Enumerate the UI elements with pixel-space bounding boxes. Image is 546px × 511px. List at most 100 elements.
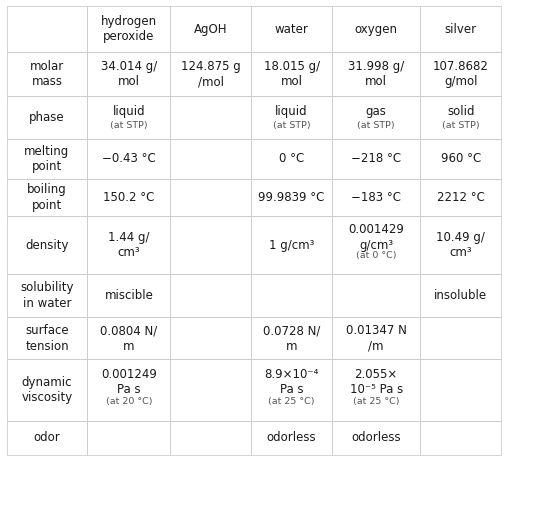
Text: (at 20 °C): (at 20 °C) xyxy=(105,397,152,406)
Text: solid: solid xyxy=(447,105,474,118)
Bar xyxy=(420,359,501,421)
Text: (at STP): (at STP) xyxy=(273,121,310,130)
Bar xyxy=(7,6,87,52)
Text: melting
point: melting point xyxy=(25,145,69,173)
Text: 124.875 g
/mol: 124.875 g /mol xyxy=(181,60,241,88)
Bar xyxy=(170,274,251,317)
Bar xyxy=(7,139,87,179)
Bar xyxy=(87,52,170,96)
Text: 2212 °C: 2212 °C xyxy=(437,191,485,204)
Text: molar
mass: molar mass xyxy=(30,60,64,88)
Bar xyxy=(332,317,420,359)
Bar xyxy=(420,421,501,455)
Text: boiling
point: boiling point xyxy=(27,183,67,212)
Text: 18.015 g/
mol: 18.015 g/ mol xyxy=(264,60,319,88)
Text: 1 g/cm³: 1 g/cm³ xyxy=(269,239,314,251)
Bar xyxy=(251,179,332,216)
Bar xyxy=(332,179,420,216)
Text: (at 25 °C): (at 25 °C) xyxy=(268,397,315,406)
Bar xyxy=(251,359,332,421)
Bar xyxy=(332,274,420,317)
Bar xyxy=(420,139,501,179)
Text: silver: silver xyxy=(445,22,477,36)
Bar xyxy=(332,421,420,455)
Text: 150.2 °C: 150.2 °C xyxy=(103,191,155,204)
Text: dynamic
viscosity: dynamic viscosity xyxy=(21,376,73,404)
Bar xyxy=(7,179,87,216)
Text: 99.9839 °C: 99.9839 °C xyxy=(258,191,325,204)
Bar xyxy=(7,274,87,317)
Bar xyxy=(170,179,251,216)
Text: oxygen: oxygen xyxy=(355,22,397,36)
Bar xyxy=(251,139,332,179)
Bar xyxy=(87,216,170,274)
Text: 0 °C: 0 °C xyxy=(279,152,304,166)
Text: surface
tension: surface tension xyxy=(25,324,69,353)
Text: 10.49 g/
cm³: 10.49 g/ cm³ xyxy=(436,231,485,259)
Bar xyxy=(332,139,420,179)
Bar xyxy=(332,96,420,139)
Bar xyxy=(87,359,170,421)
Text: insoluble: insoluble xyxy=(434,289,488,302)
Text: miscible: miscible xyxy=(104,289,153,302)
Text: AgOH: AgOH xyxy=(194,22,228,36)
Bar xyxy=(7,421,87,455)
Text: solubility
in water: solubility in water xyxy=(20,282,74,310)
Text: (at 0 °C): (at 0 °C) xyxy=(356,251,396,260)
Text: 34.014 g/
mol: 34.014 g/ mol xyxy=(100,60,157,88)
Bar xyxy=(170,359,251,421)
Text: water: water xyxy=(275,22,308,36)
Bar xyxy=(87,421,170,455)
Bar xyxy=(7,216,87,274)
Bar xyxy=(87,179,170,216)
Bar xyxy=(251,6,332,52)
Bar xyxy=(87,317,170,359)
Bar xyxy=(7,52,87,96)
Text: 107.8682
g/mol: 107.8682 g/mol xyxy=(433,60,489,88)
Text: (at STP): (at STP) xyxy=(442,121,479,130)
Text: phase: phase xyxy=(29,111,65,124)
Bar xyxy=(251,216,332,274)
Text: −0.43 °C: −0.43 °C xyxy=(102,152,156,166)
Text: 2.055×
10⁻⁵ Pa s: 2.055× 10⁻⁵ Pa s xyxy=(349,368,403,396)
Bar xyxy=(332,52,420,96)
Text: −183 °C: −183 °C xyxy=(351,191,401,204)
Bar xyxy=(87,96,170,139)
Bar xyxy=(87,139,170,179)
Bar xyxy=(420,216,501,274)
Bar xyxy=(7,359,87,421)
Text: (at STP): (at STP) xyxy=(358,121,395,130)
Bar xyxy=(332,6,420,52)
Bar xyxy=(170,96,251,139)
Bar xyxy=(170,216,251,274)
Text: 0.001249
Pa s: 0.001249 Pa s xyxy=(101,368,157,396)
Text: 31.998 g/
mol: 31.998 g/ mol xyxy=(348,60,405,88)
Text: odor: odor xyxy=(34,431,60,445)
Text: odorless: odorless xyxy=(267,431,316,445)
Bar xyxy=(251,96,332,139)
Bar xyxy=(7,317,87,359)
Text: 1.44 g/
cm³: 1.44 g/ cm³ xyxy=(108,231,150,259)
Text: odorless: odorless xyxy=(352,431,401,445)
Bar xyxy=(420,96,501,139)
Text: hydrogen
peroxide: hydrogen peroxide xyxy=(101,15,157,43)
Bar xyxy=(251,317,332,359)
Text: (at STP): (at STP) xyxy=(110,121,147,130)
Bar xyxy=(170,139,251,179)
Bar xyxy=(251,52,332,96)
Bar xyxy=(7,96,87,139)
Bar xyxy=(332,359,420,421)
Text: (at 25 °C): (at 25 °C) xyxy=(353,397,400,406)
Text: 960 °C: 960 °C xyxy=(441,152,481,166)
Text: 0.0728 N/
m: 0.0728 N/ m xyxy=(263,324,321,353)
Text: 0.0804 N/
m: 0.0804 N/ m xyxy=(100,324,157,353)
Bar xyxy=(332,216,420,274)
Text: liquid: liquid xyxy=(275,105,308,118)
Text: −218 °C: −218 °C xyxy=(351,152,401,166)
Bar xyxy=(420,52,501,96)
Bar xyxy=(170,421,251,455)
Bar xyxy=(170,317,251,359)
Bar xyxy=(87,274,170,317)
Bar xyxy=(420,274,501,317)
Text: 0.001429
g/cm³: 0.001429 g/cm³ xyxy=(348,223,404,252)
